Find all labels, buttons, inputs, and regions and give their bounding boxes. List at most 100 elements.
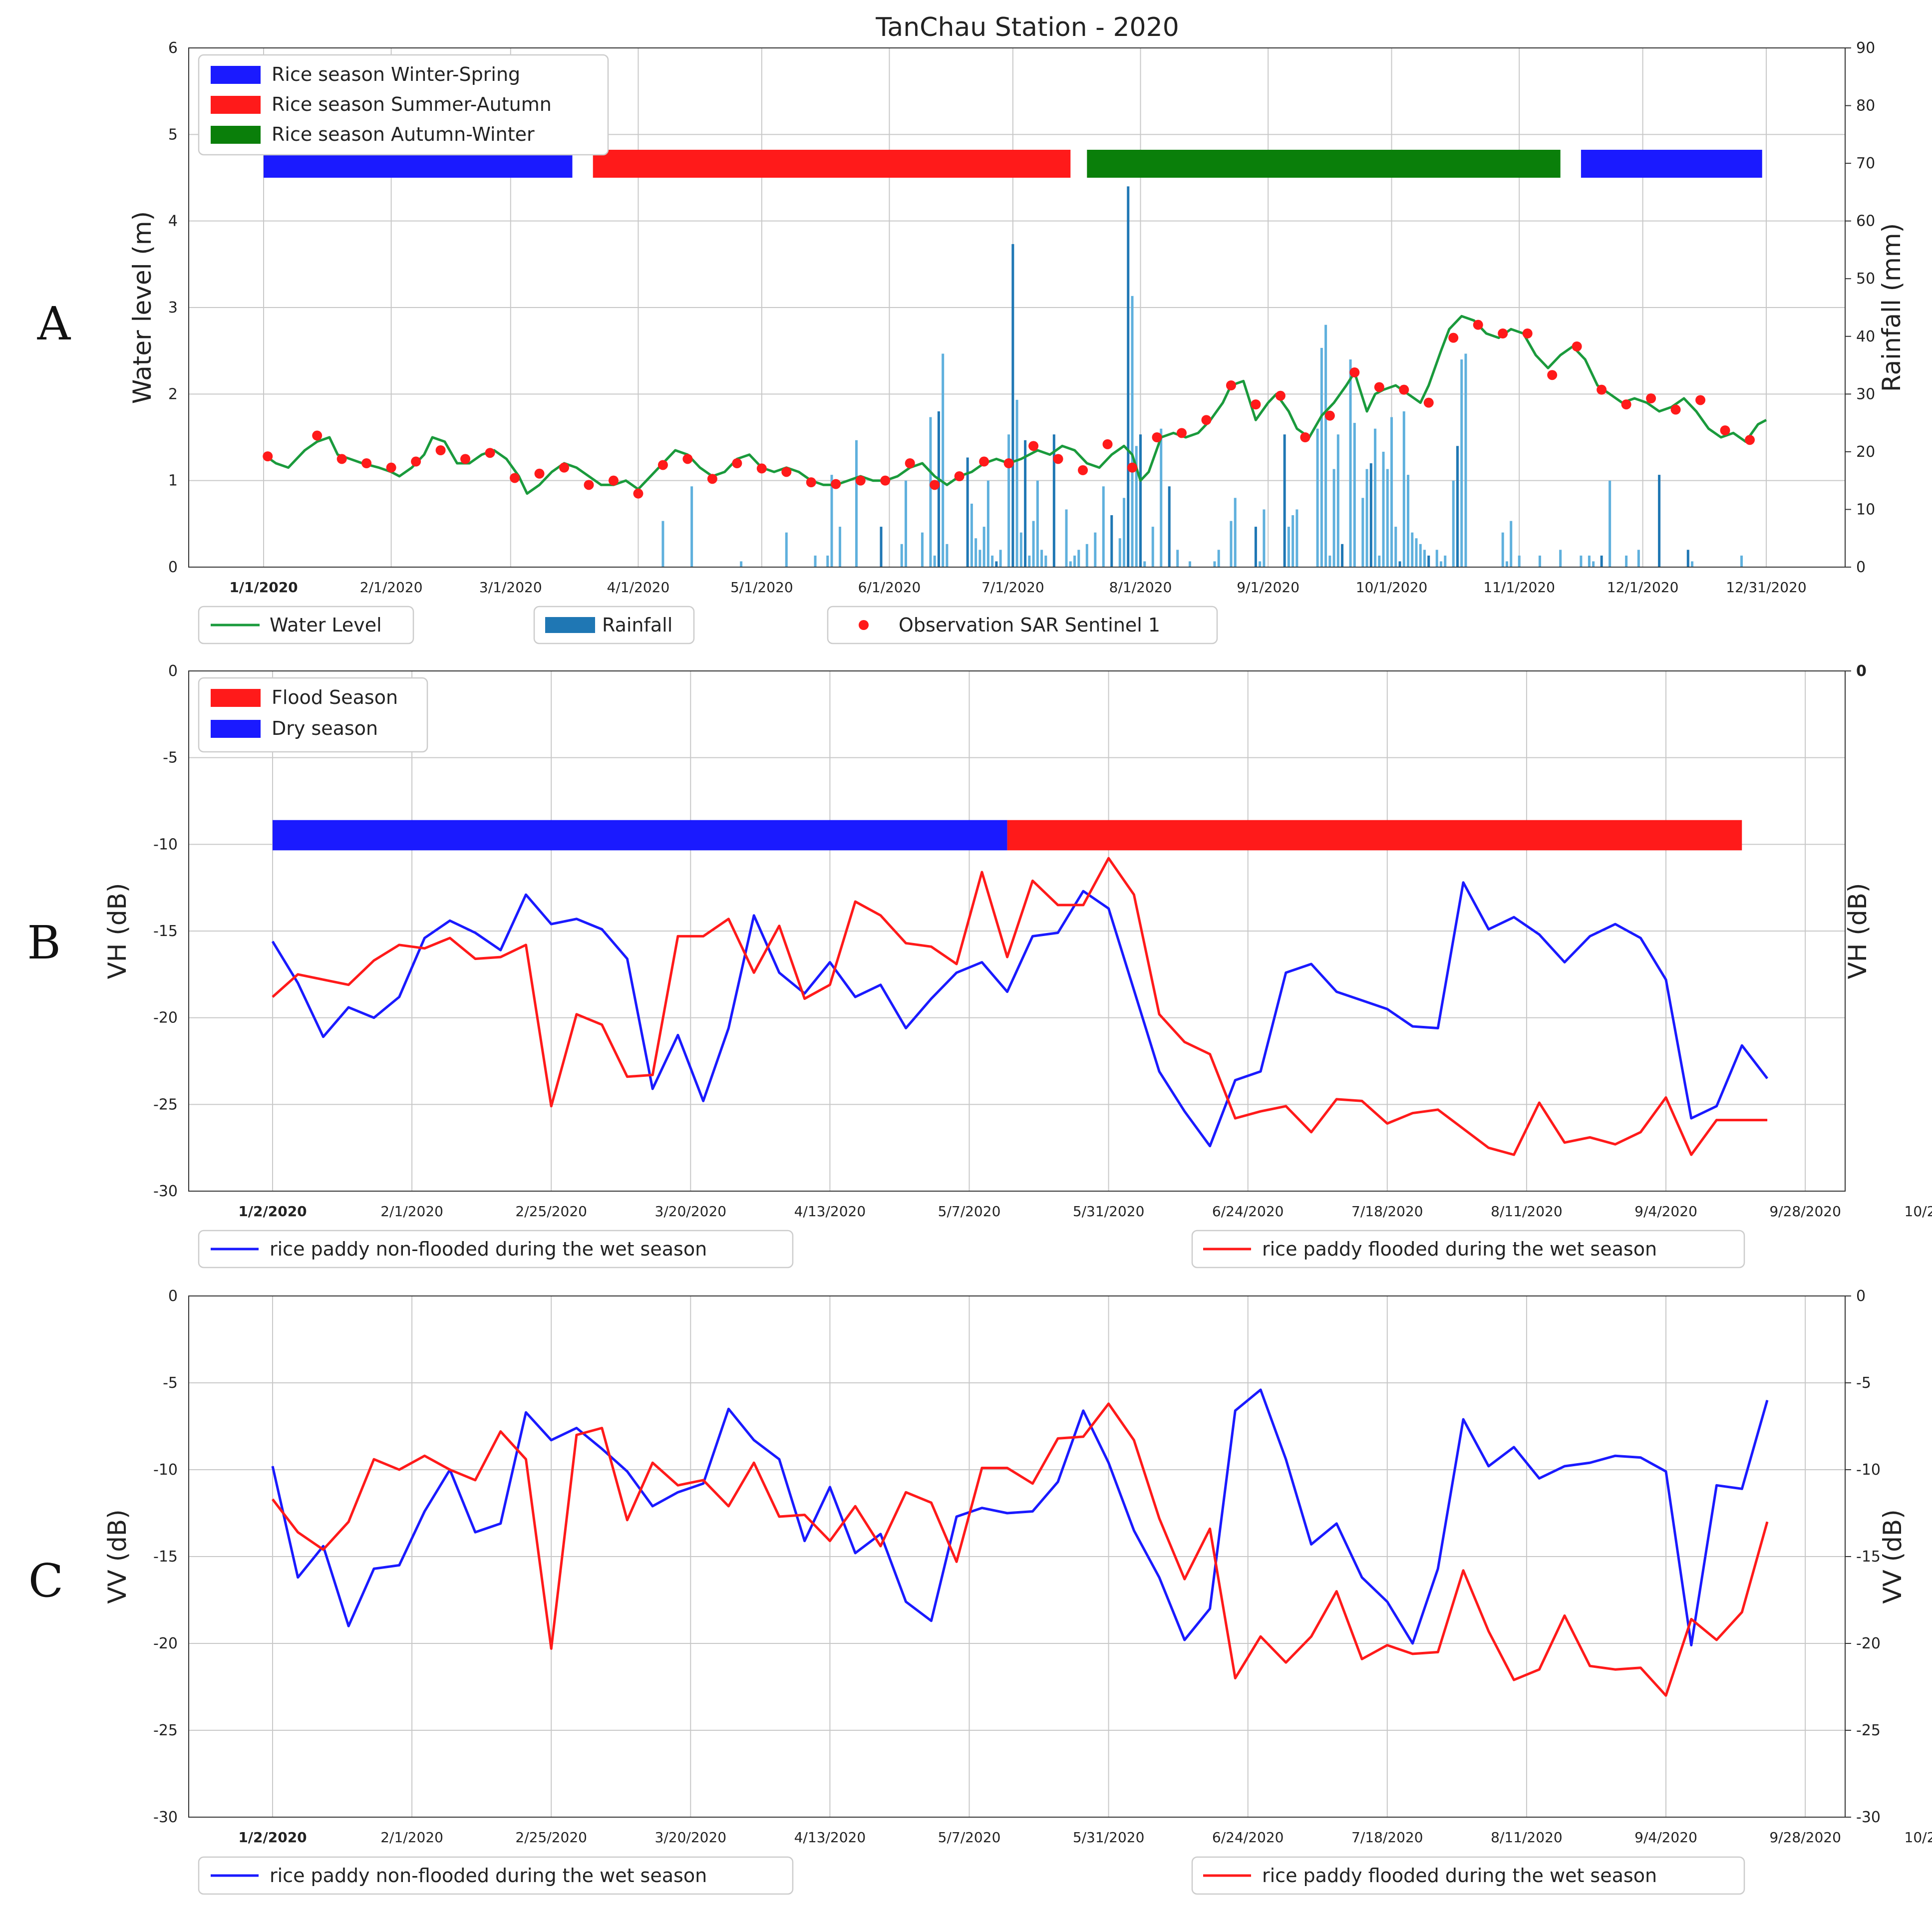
non-flooded-point [424,1511,425,1512]
flooded-point [500,1431,501,1432]
rainfall-bar [1398,561,1401,567]
plot-frame [188,1295,1846,1818]
sar-observation-point [1522,328,1533,338]
sar-observation-point [534,468,545,479]
rainfall-bar [970,503,973,567]
sar-observation-point [930,480,940,490]
a-ytick-label: 5 [168,126,178,143]
y2tick-label: -5 [1856,1374,1871,1392]
sar-observation-point [1597,384,1607,395]
a-legend-rainfall [533,606,695,644]
xtick-label: 7/18/2020 [1351,1203,1423,1220]
flooded-line [272,857,1767,1156]
b-season-legend-swatch [211,689,261,707]
a-xtick-label: 7/1/2020 [981,579,1044,596]
sar-observation-point [781,467,792,477]
rainfall-bar [1040,550,1043,567]
sar-observation-point [1127,462,1138,473]
b-season-legend-label: Dry season [272,717,378,739]
rainfall-bar [1452,480,1455,567]
non-flooded-point [1767,1078,1768,1079]
y2tick-label: 0 [1856,1287,1866,1305]
flooded-point [1463,1128,1464,1129]
rainfall-bar [1160,428,1163,567]
a-y2tick-label: 40 [1856,328,1875,345]
rainfall-bar [1291,515,1294,567]
sar-observation-point [336,454,347,464]
y2tick-label: -15 [1856,1548,1881,1566]
a-ytick-label: 6 [168,39,178,57]
a-y2tick-label: 30 [1856,385,1875,403]
non-flooded-point [1463,882,1464,883]
sar-observation-point [954,471,965,481]
y2tick-label: 0 [1856,662,1867,680]
rainfall-bar [978,550,981,567]
ytick-label: -25 [153,1096,178,1113]
flooded-point [728,1506,729,1507]
a-xtick-label: 6/1/2020 [858,579,921,596]
sar-observation-point [485,448,495,458]
legend-non-flooded-label: rice paddy non-flooded during the wet se… [270,1865,707,1887]
non-flooded-point [551,924,552,925]
flooded-point [855,901,856,902]
a-y2tick-label: 60 [1856,213,1875,230]
non-flooded-point [677,1492,678,1493]
non-flooded-point [1488,1466,1489,1467]
ylabel: VH (dB) [103,883,132,979]
sar-observation-point [386,462,396,473]
xtick-label: 4/13/2020 [794,1203,866,1220]
ytick-label: -15 [153,1548,178,1566]
non-flooded-point [627,1471,628,1472]
non-flooded-point [931,998,932,999]
non-flooded-point [1412,1643,1413,1644]
sar-observation-point [831,479,841,489]
flooded-point [855,1506,856,1507]
sar-observation-point [361,458,372,468]
non-flooded-line [271,1388,1769,1646]
a-season-legend-label: Rice season Summer-Autumn [272,93,552,115]
sar-observation-point [1399,384,1409,395]
rainfall-bar [826,555,829,567]
rainfall-bar [1234,498,1237,567]
rainfall-bar [1024,440,1027,567]
rainfall-bar [1415,538,1418,567]
non-flooded-point [931,1620,932,1621]
a-season-legend [198,54,609,156]
water-level-line [263,315,1767,495]
a-xtick-label: 5/1/2020 [730,579,793,596]
ytick-label: 0 [168,1287,178,1305]
xtick-label: 5/7/2020 [938,1829,1001,1846]
rainfall-bar [1015,399,1018,567]
season-bar [273,820,1007,851]
rainfall-bar [1353,423,1356,567]
a-season-legend-swatch [211,66,261,84]
xtick-label: 8/11/2020 [1491,1203,1563,1220]
rainfall-bar [1044,555,1047,567]
y2label: VH (dB) [1843,883,1872,979]
a-xtick-label: 12/1/2020 [1607,579,1679,596]
sar-observation-point [1745,435,1755,445]
flooded-point [1539,1102,1540,1103]
rainfall-bar [1464,353,1467,567]
a-y2tick-label: 90 [1856,39,1875,57]
panel-b-chart: 1/2/2020 2/1/2020 2/25/2020 3/20/2020 4/13/2… [103,662,1932,1269]
rainfall-bar [880,527,883,567]
rainfall-bar [1032,521,1035,567]
rainfall-bar [946,544,949,567]
legend-non-flooded-label: rice paddy non-flooded during the wet se… [270,1238,707,1260]
sar-observation-point [880,475,891,486]
a-ylabel: Water level (m) [128,211,157,404]
rainfall-bar [1394,527,1397,567]
sar-observation-point [1324,410,1335,421]
sar-observation-point [1201,415,1212,425]
flooded-point [880,1546,881,1547]
flooded-point [1463,1570,1464,1571]
non-flooded-point [627,958,628,959]
rainfall-bar [966,457,969,567]
season-bar [1007,820,1742,851]
flooded-point [551,1648,552,1649]
rainfall-bar [1349,359,1352,567]
a-legend-water-label: Water Level [270,614,382,636]
xtick-label: 2/1/2020 [380,1829,443,1846]
flooded-point [880,915,881,916]
